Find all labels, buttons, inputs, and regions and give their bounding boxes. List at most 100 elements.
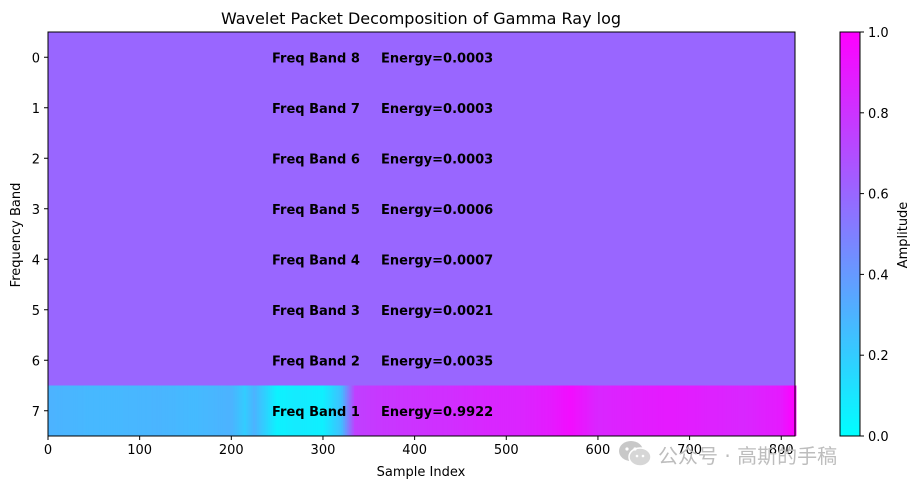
- band-strip-cell: [541, 385, 544, 436]
- band-strip-cell: [348, 385, 351, 436]
- band-strip-cell: [487, 385, 491, 436]
- band-strip-cell: [590, 385, 593, 436]
- band-strip-cell: [115, 385, 119, 436]
- band-strip-cell: [671, 385, 674, 436]
- band-strip-cell: [522, 385, 526, 436]
- band-strip-cell: [739, 385, 742, 436]
- x-tick-label: 100: [127, 443, 152, 458]
- band-strip-cell: [141, 385, 144, 436]
- band-strip-cell: [278, 385, 282, 436]
- band-strip-cell: [524, 385, 527, 436]
- x-tick-label: 500: [494, 443, 519, 458]
- band-strip-cell: [394, 385, 397, 436]
- band-strip-cell: [687, 385, 691, 436]
- band-strip-cell: [484, 385, 487, 436]
- band-strip-cell: [163, 385, 166, 436]
- band-strip-cell: [460, 385, 463, 436]
- band-strip-cell: [183, 385, 186, 436]
- band-strip-cell: [185, 385, 188, 436]
- band-annotation-label: Freq Band 5: [272, 203, 360, 218]
- band-strip-cell: [242, 385, 245, 436]
- band-strip-cell: [102, 385, 106, 436]
- band-strip-cell: [410, 385, 414, 436]
- band-strip-cell: [121, 385, 124, 436]
- heatmap-background: [48, 32, 795, 386]
- band-strip-cell: [757, 385, 760, 436]
- band-strip-cell: [673, 385, 676, 436]
- band-strip-cell: [594, 385, 597, 436]
- band-strip-cell: [223, 385, 227, 436]
- band-strip-cell: [176, 385, 179, 436]
- watermark-text: 公众号 · 高斯的手稿: [658, 443, 838, 468]
- band-strip-cell: [588, 385, 592, 436]
- band-strip-cell: [134, 385, 137, 436]
- heatmap: [48, 32, 797, 436]
- band-strip-cell: [124, 385, 128, 436]
- band-strip-cell: [231, 385, 234, 436]
- band-strip-cell: [500, 385, 504, 436]
- band-strip-cell: [689, 385, 692, 436]
- band-strip-cell: [172, 385, 175, 436]
- band-strip-cell: [720, 385, 724, 436]
- x-axis-label: Sample Index: [377, 465, 466, 480]
- band-strip-cell: [333, 385, 337, 436]
- band-strip-cell: [605, 385, 608, 436]
- band-strip-cell: [579, 385, 582, 436]
- band-strip-cell: [416, 385, 419, 436]
- band-strip-cell: [399, 385, 403, 436]
- band-strip-cell: [332, 385, 335, 436]
- band-strip-cell: [229, 385, 232, 436]
- watermark: 公众号 · 高斯的手稿: [618, 437, 837, 471]
- band-strip-cell: [718, 385, 722, 436]
- x-tick-label: 300: [311, 443, 336, 458]
- band-strip-cell: [308, 385, 311, 436]
- band-strip-cell: [255, 385, 258, 436]
- band-strip-cell: [86, 385, 89, 436]
- band-strip-cell: [137, 385, 141, 436]
- band-strip-cell: [187, 385, 190, 436]
- x-tick-label: 700: [677, 443, 702, 458]
- band-strip-cell: [517, 385, 520, 436]
- band-strip-cell: [284, 385, 287, 436]
- band-strip-cell: [304, 385, 307, 436]
- band-strip-cell: [161, 385, 164, 436]
- x-tick-label: 0: [44, 443, 52, 458]
- band-strip-cell: [335, 385, 339, 436]
- band-strip-cell: [535, 385, 538, 436]
- band-strip-cell: [619, 385, 623, 436]
- band-annotation-energy: Energy=0.9922: [381, 405, 493, 420]
- band-strip-cell: [695, 385, 698, 436]
- band-strip-cell: [442, 385, 445, 436]
- band-strip-cell: [139, 385, 142, 436]
- band-strip-cell: [467, 385, 471, 436]
- band-strip-cell: [735, 385, 738, 436]
- band-strip-cell: [168, 385, 172, 436]
- band-strip-cell: [475, 385, 478, 436]
- band-strip-cell: [123, 385, 126, 436]
- band-annotation-energy: Energy=0.0021: [381, 304, 493, 319]
- band-strip-cell: [564, 385, 568, 436]
- band-strip-cell: [629, 385, 632, 436]
- band-strip-cell: [77, 385, 80, 436]
- band-strip-cell: [143, 385, 146, 436]
- band-strip-cell: [773, 385, 777, 436]
- colorbar-tick-label: 0.0: [868, 430, 889, 445]
- axes: 0 100 200 300 400 500 600 700 800 0 1 2 3 4 5 6 7: [32, 31, 796, 458]
- band-strip-cell: [577, 385, 581, 436]
- band-strip-cell: [355, 385, 359, 436]
- band-strip-cell: [73, 385, 76, 436]
- band-strip-cell: [302, 385, 306, 436]
- band-strip-cell: [574, 385, 577, 436]
- band-strip-cell: [154, 385, 157, 436]
- band-strip-cell: [511, 385, 515, 436]
- band-strip-cell: [508, 385, 511, 436]
- band-strip-cell: [240, 385, 243, 436]
- band-strip-cell: [273, 385, 276, 436]
- band-strip-cell: [80, 385, 84, 436]
- band-annotation-energy: Energy=0.0007: [381, 253, 493, 268]
- band-strip-cell: [729, 385, 733, 436]
- band-strip-cell: [321, 385, 324, 436]
- band-strip-cell: [350, 385, 353, 436]
- band-strip-cell: [656, 385, 659, 436]
- band-strip-cell: [381, 385, 384, 436]
